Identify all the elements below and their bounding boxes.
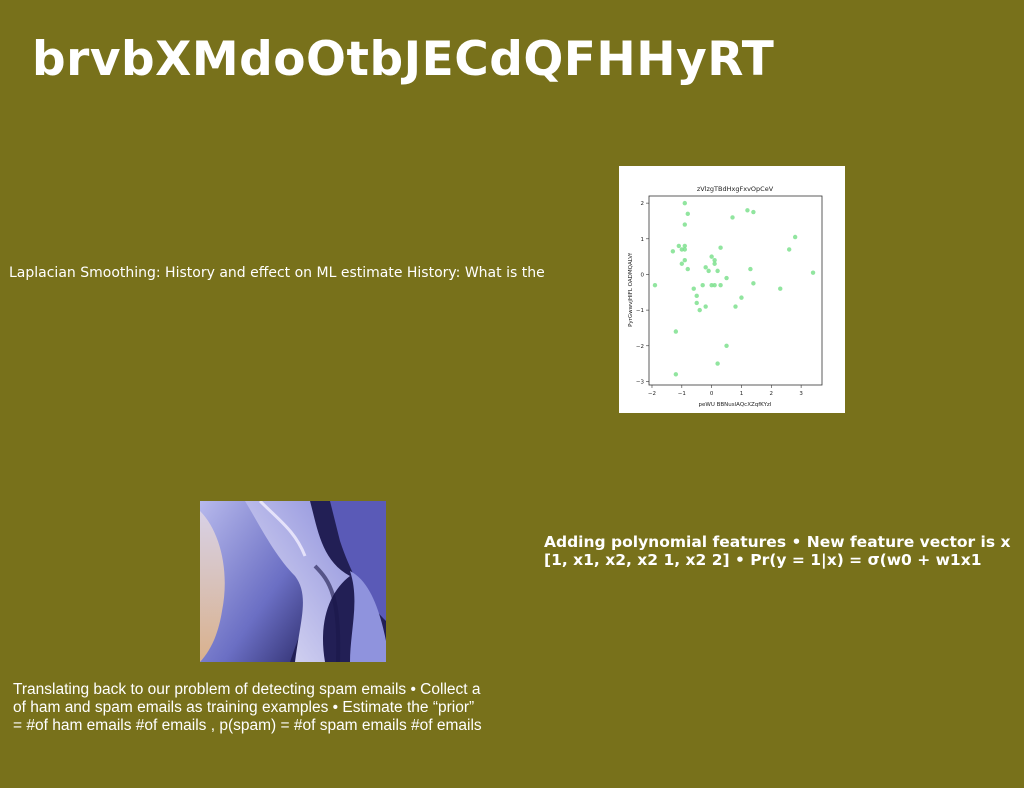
scatter-point [792, 234, 798, 240]
y-tick-label: 2 [641, 201, 645, 207]
laplacian-text: Laplacian Smoothing: History and effect … [9, 265, 545, 281]
scatter-point [712, 282, 717, 288]
scatter-point [739, 295, 744, 300]
scatter-point [718, 245, 723, 250]
scatter-point [718, 282, 723, 288]
scatter-point [751, 281, 756, 286]
scatter-point [682, 243, 687, 249]
scatter-point [685, 266, 690, 272]
scatter-point [730, 215, 735, 220]
abstract-folds-picture [200, 501, 386, 662]
scatter-point [810, 270, 816, 275]
scatter-point [682, 222, 687, 227]
scatter-point [691, 286, 696, 291]
scatter-point [786, 247, 792, 252]
polynomial-line-1: Adding polynomial features • New feature… [544, 533, 1011, 551]
y-tick-label: 1 [641, 237, 645, 243]
scatter-point [712, 257, 717, 263]
y-axis-label: PyrGwwvjHIFL OADMQALVf [628, 252, 634, 327]
polynomial-features-text: Adding polynomial features • New feature… [544, 533, 1011, 569]
y-tick-label: −3 [636, 379, 645, 385]
scatter-point [751, 209, 756, 215]
scatter-point [745, 208, 750, 213]
spam-line-1: Translating back to our problem of detec… [13, 681, 481, 698]
x-tick-label: 3 [799, 391, 803, 397]
scatter-chart: zVlzgTBdHxgFxvOpCeV −2 −1 0 1 2 3 −3 −2 −1 0 1 2 p… [619, 166, 845, 413]
scatter-point [703, 304, 708, 309]
scatter-point [706, 268, 711, 274]
scatter-point [694, 293, 699, 299]
scatter-point [670, 249, 676, 254]
scatter-point [778, 286, 783, 291]
abstract-image [200, 501, 386, 662]
scatter-point [715, 268, 720, 274]
scatter-point [682, 257, 687, 263]
scatter-point [682, 200, 687, 206]
polynomial-line-2: [1, x1, x2, x2 1, x2 2] • Pr(y = 1|x) = … [544, 551, 982, 569]
scatter-point [697, 307, 702, 313]
spam-line-3: = #of ham emails #of emails , p(spam) = … [13, 717, 482, 734]
x-tick-label: 2 [770, 391, 774, 397]
x-tick-label: −1 [678, 391, 686, 397]
y-tick-label: −2 [636, 344, 644, 350]
chart-title: zVlzgTBdHxgFxvOpCeV [697, 185, 774, 193]
scatter-point [652, 282, 658, 288]
x-tick-label: 1 [740, 391, 744, 397]
scatter-point [700, 282, 705, 288]
scatter-point [733, 304, 738, 309]
x-tick-label: 0 [710, 391, 714, 397]
scatter-point [673, 329, 679, 334]
scatter-point [709, 254, 714, 259]
scatter-point [679, 247, 685, 252]
scatter-points [652, 200, 816, 377]
scatter-point [724, 343, 729, 348]
scatter-point [715, 361, 720, 366]
x-axis-label: peWU BBNuslAQcXZqfKYzI [699, 402, 772, 408]
x-tick-label: −2 [648, 391, 656, 397]
scatter-point [685, 211, 690, 217]
scatter-point [748, 266, 753, 272]
x-axis-ticks: −2 −1 0 1 2 3 [648, 385, 803, 397]
scatter-point [679, 261, 685, 266]
y-tick-label: 0 [641, 272, 645, 278]
scatter-point [673, 372, 679, 377]
y-axis-ticks: −3 −2 −1 0 1 2 [636, 201, 649, 385]
plot-frame [648, 195, 823, 386]
spam-text: Translating back to our problem of detec… [13, 681, 482, 735]
slide-title: brvbXMdoOtbJECdQFHHyRT [32, 32, 775, 87]
scatter-point [703, 265, 708, 270]
scatter-point [712, 261, 717, 266]
scatter-point [724, 275, 729, 281]
spam-line-2: of ham and spam emails as training examp… [13, 699, 475, 716]
y-tick-label: −1 [636, 308, 644, 314]
scatter-point [676, 243, 682, 249]
scatter-point [694, 300, 699, 306]
